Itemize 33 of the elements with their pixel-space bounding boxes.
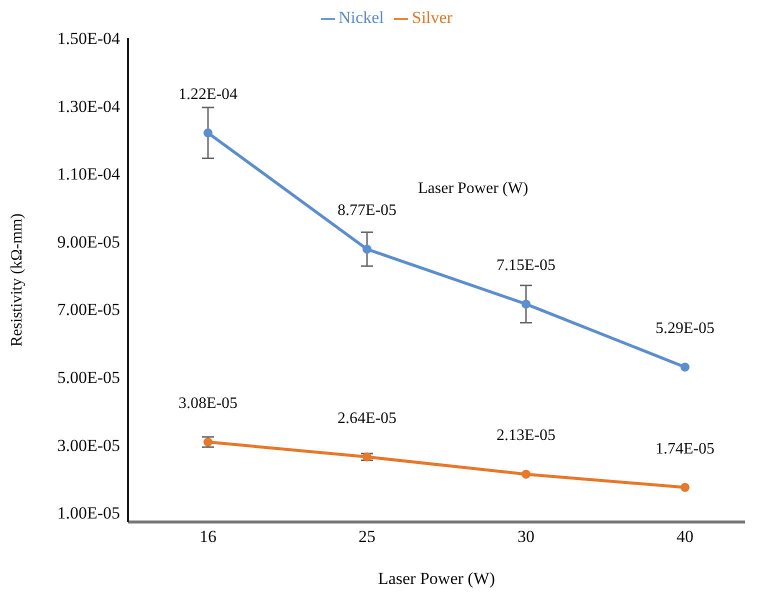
y-tick-label: 1.30E-04	[57, 96, 120, 116]
y-tick-label: 5.00E-05	[57, 368, 120, 387]
legend-label: Nickel	[338, 8, 384, 27]
point	[204, 438, 212, 447]
y-tick-label: 1.10E-04	[57, 164, 120, 184]
y-tick-label: 1.00E-05	[57, 504, 120, 523]
data-label: 5.29E-05	[655, 320, 715, 338]
legend-label: Silver	[412, 8, 452, 27]
point	[522, 300, 530, 309]
point	[362, 452, 372, 462]
x-tick-label: 16	[200, 527, 216, 546]
annotation: Laser Power (W)	[418, 180, 528, 198]
x-axis-title: Laser Power (W)	[378, 569, 496, 588]
y-tick-label: 1.50E-04	[57, 29, 120, 48]
y-tick-label: 9.00E-05	[57, 232, 120, 252]
point	[680, 482, 690, 492]
y-tick-label: 3.00E-05	[57, 436, 120, 455]
data-label: 3.08E-05	[178, 395, 238, 412]
y-tick-label: 7.00E-05	[57, 300, 120, 320]
point	[204, 128, 212, 138]
data-label: 2.64E-05	[337, 410, 397, 427]
y-axis-title: Resistivity (kΩ-mm)	[8, 213, 26, 347]
point	[522, 470, 530, 479]
data-label: 7.15E-05	[496, 257, 556, 274]
data-label: 8.77E-05	[337, 202, 397, 220]
x-tick-label: 40	[676, 527, 694, 546]
point	[680, 362, 690, 372]
data-label: 1.22E-04	[178, 86, 238, 103]
x-tick-label: 25	[358, 527, 376, 546]
data-label: 2.13E-05	[496, 427, 556, 444]
data-label: 1.74E-05	[655, 440, 715, 458]
point	[362, 244, 372, 254]
x-tick-label: 30	[518, 527, 534, 546]
